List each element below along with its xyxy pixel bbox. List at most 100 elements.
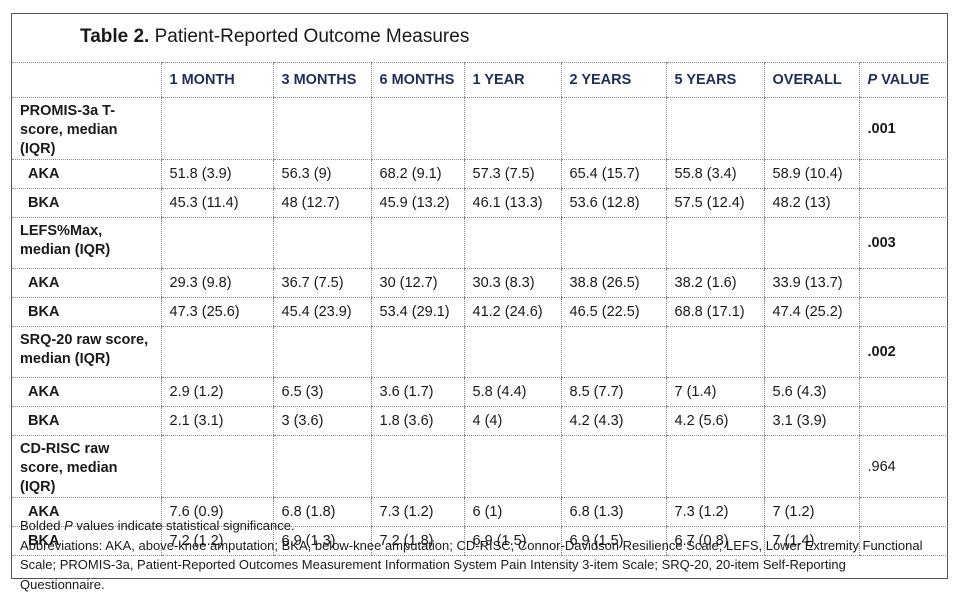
empty-cell xyxy=(764,98,859,160)
value-cell: 4 (4) xyxy=(464,407,561,436)
value-cell: 48.2 (13) xyxy=(764,189,859,218)
value-cell: 56.3 (9) xyxy=(273,160,371,189)
value-cell: 45.4 (23.9) xyxy=(273,298,371,327)
column-header: 6 MONTHS xyxy=(371,63,464,98)
footnotes: Bolded P values indicate statistical sig… xyxy=(20,516,930,594)
empty-cell xyxy=(273,98,371,160)
column-header: 1 YEAR xyxy=(464,63,561,98)
value-cell: 51.8 (3.9) xyxy=(161,160,273,189)
header-blank xyxy=(12,63,161,98)
empty-cell xyxy=(764,327,859,378)
empty-cell xyxy=(666,218,764,269)
value-cell: 29.3 (9.8) xyxy=(161,269,273,298)
column-header: 3 MONTHS xyxy=(273,63,371,98)
section-label: SRQ-20 raw score, median (IQR) xyxy=(12,327,161,378)
p-value: .003 xyxy=(859,218,948,269)
header-italic: P xyxy=(868,72,878,88)
empty-cell xyxy=(464,218,561,269)
column-header: OVERALL xyxy=(764,63,859,98)
value-cell: 30.3 (8.3) xyxy=(464,269,561,298)
value-cell: 38.8 (26.5) xyxy=(561,269,666,298)
section-row: CD-RISC raw score, median (IQR) .964 xyxy=(12,436,948,498)
empty-cell xyxy=(161,327,273,378)
empty-cell xyxy=(161,98,273,160)
value-cell: 45.3 (11.4) xyxy=(161,189,273,218)
p-value: .001 xyxy=(859,98,948,160)
empty-cell xyxy=(371,218,464,269)
value-cell: 5.6 (4.3) xyxy=(764,378,859,407)
value-cell: 30 (12.7) xyxy=(371,269,464,298)
row-label: AKA xyxy=(12,160,161,189)
table-title: Table 2. Patient-Reported Outcome Measur… xyxy=(80,26,469,48)
value-cell: 3.1 (3.9) xyxy=(764,407,859,436)
value-cell: 4.2 (5.6) xyxy=(666,407,764,436)
abbreviations-note: Abbreviations: AKA, above-knee amputatio… xyxy=(20,536,930,594)
column-header: 2 YEARS xyxy=(561,63,666,98)
empty-cell xyxy=(161,436,273,498)
note-text: values indicate statistical significance… xyxy=(73,518,295,533)
value-cell: 53.6 (12.8) xyxy=(561,189,666,218)
section-row: SRQ-20 raw score, median (IQR) .002 xyxy=(12,327,948,378)
value-cell: 2.1 (3.1) xyxy=(161,407,273,436)
empty-cell xyxy=(561,98,666,160)
section-row: PROMIS-3a T-score, median (IQR) .001 xyxy=(12,98,948,160)
note-italic: P xyxy=(64,518,73,533)
value-cell: 46.1 (13.3) xyxy=(464,189,561,218)
value-cell: 57.3 (7.5) xyxy=(464,160,561,189)
value-cell: 48 (12.7) xyxy=(273,189,371,218)
value-cell: 6.5 (3) xyxy=(273,378,371,407)
significance-note: Bolded P values indicate statistical sig… xyxy=(20,516,930,536)
empty-cell xyxy=(371,98,464,160)
value-cell: 45.9 (13.2) xyxy=(371,189,464,218)
value-cell: 3.6 (1.7) xyxy=(371,378,464,407)
section-label: CD-RISC raw score, median (IQR) xyxy=(12,436,161,498)
row-label: BKA xyxy=(12,407,161,436)
value-cell: 3 (3.6) xyxy=(273,407,371,436)
value-cell: 58.9 (10.4) xyxy=(764,160,859,189)
header-text: VALUE xyxy=(877,72,929,88)
value-cell: 65.4 (15.7) xyxy=(561,160,666,189)
empty-cell xyxy=(371,436,464,498)
value-cell: 41.2 (24.6) xyxy=(464,298,561,327)
section-label: LEFS%Max, median (IQR) xyxy=(12,218,161,269)
value-cell: 68.2 (9.1) xyxy=(371,160,464,189)
value-cell: 7 (1.4) xyxy=(666,378,764,407)
value-cell: 38.2 (1.6) xyxy=(666,269,764,298)
column-header: P VALUE xyxy=(859,63,948,98)
empty-cell xyxy=(859,269,948,298)
empty-cell xyxy=(561,327,666,378)
column-header: 5 YEARS xyxy=(666,63,764,98)
value-cell: 2.9 (1.2) xyxy=(161,378,273,407)
value-cell: 46.5 (22.5) xyxy=(561,298,666,327)
section-row: LEFS%Max, median (IQR) .003 xyxy=(12,218,948,269)
value-cell: 68.8 (17.1) xyxy=(666,298,764,327)
value-cell: 53.4 (29.1) xyxy=(371,298,464,327)
empty-cell xyxy=(666,98,764,160)
value-cell: 47.4 (25.2) xyxy=(764,298,859,327)
value-cell: 57.5 (12.4) xyxy=(666,189,764,218)
value-cell: 55.8 (3.4) xyxy=(666,160,764,189)
row-label: BKA xyxy=(12,298,161,327)
empty-cell xyxy=(371,327,464,378)
empty-cell xyxy=(859,298,948,327)
empty-cell xyxy=(464,436,561,498)
value-cell: 5.8 (4.4) xyxy=(464,378,561,407)
column-header: 1 MONTH xyxy=(161,63,273,98)
empty-cell xyxy=(859,378,948,407)
empty-cell xyxy=(464,98,561,160)
p-value: .002 xyxy=(859,327,948,378)
p-value: .964 xyxy=(859,436,948,498)
empty-cell xyxy=(464,327,561,378)
empty-cell xyxy=(273,327,371,378)
section-label: PROMIS-3a T-score, median (IQR) xyxy=(12,98,161,160)
empty-cell xyxy=(859,160,948,189)
empty-cell xyxy=(561,218,666,269)
empty-cell xyxy=(273,436,371,498)
